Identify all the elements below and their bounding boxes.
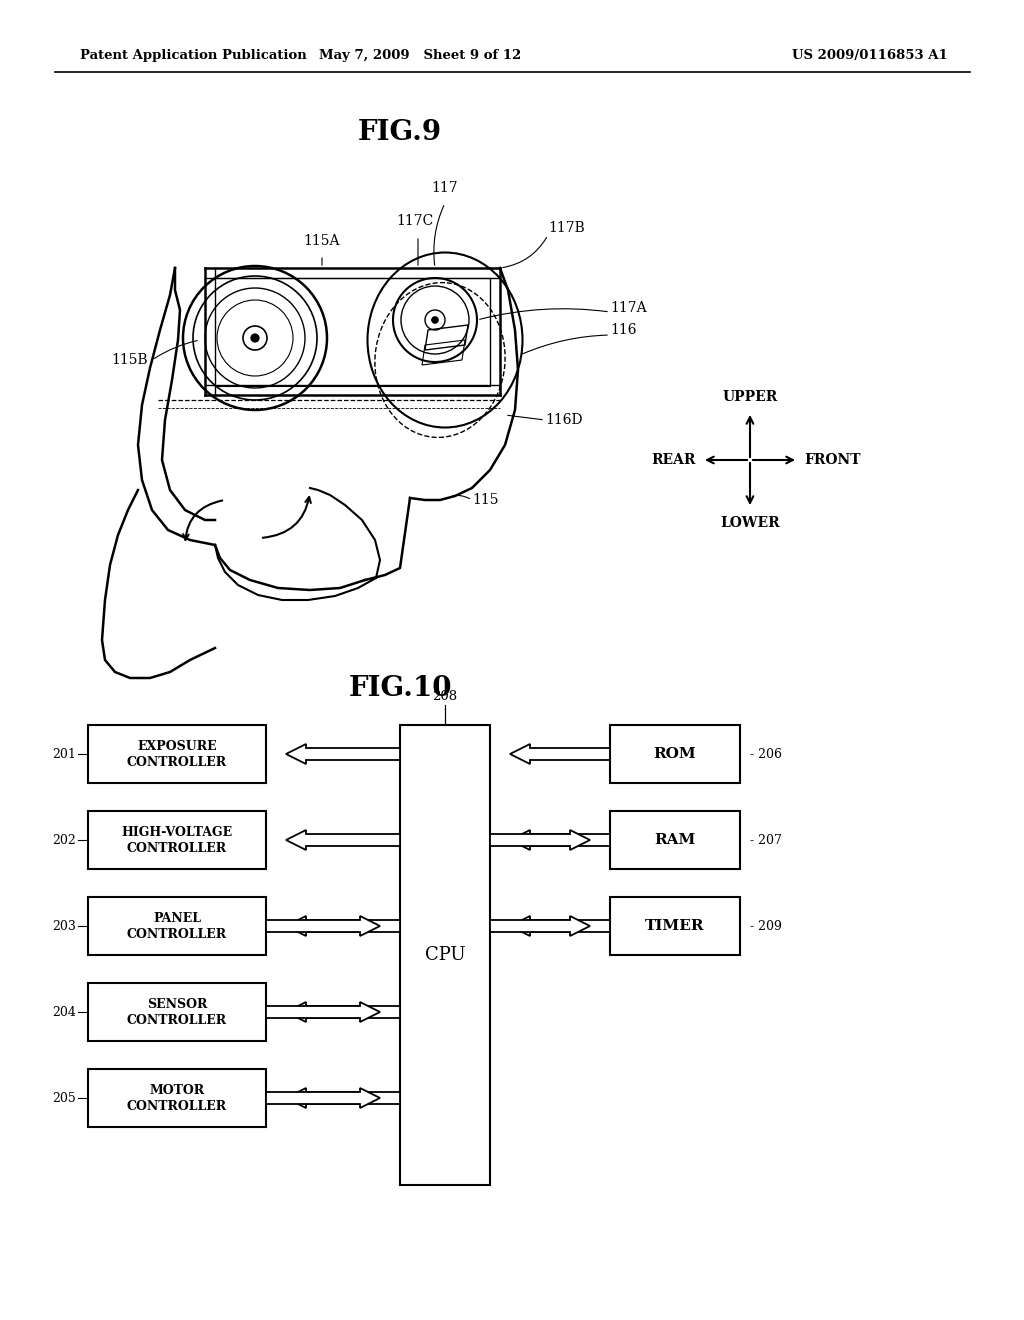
- Text: 208: 208: [432, 690, 458, 704]
- Bar: [88, 898, 266, 954]
- Text: 202: 202: [52, 833, 76, 846]
- Text: FRONT: FRONT: [804, 453, 860, 467]
- Text: 117: 117: [432, 181, 459, 195]
- Text: REAR: REAR: [651, 453, 696, 467]
- Text: - 207: - 207: [750, 833, 782, 846]
- Text: UPPER: UPPER: [722, 389, 777, 404]
- FancyArrow shape: [266, 1088, 380, 1107]
- Circle shape: [432, 317, 438, 323]
- Text: CPU: CPU: [425, 946, 465, 964]
- Text: EXPOSURE
CONTROLLER: EXPOSURE CONTROLLER: [127, 739, 227, 768]
- Text: ROM: ROM: [653, 747, 696, 762]
- Text: 203: 203: [52, 920, 76, 932]
- Bar: [610, 898, 740, 954]
- Text: - 209: - 209: [750, 920, 782, 932]
- Text: LOWER: LOWER: [720, 516, 780, 531]
- Text: SENSOR
CONTROLLER: SENSOR CONTROLLER: [127, 998, 227, 1027]
- Text: - 206: - 206: [750, 747, 782, 760]
- Circle shape: [252, 334, 258, 342]
- Text: FIG.10: FIG.10: [348, 675, 452, 701]
- Text: 115A: 115A: [304, 234, 340, 248]
- Text: 116: 116: [610, 323, 637, 337]
- FancyArrow shape: [490, 830, 590, 850]
- Text: HIGH-VOLTAGE
CONTROLLER: HIGH-VOLTAGE CONTROLLER: [122, 825, 232, 854]
- FancyArrow shape: [266, 1002, 380, 1022]
- Text: US 2009/0116853 A1: US 2009/0116853 A1: [793, 49, 948, 62]
- Text: TIMER: TIMER: [645, 919, 705, 933]
- Text: 116D: 116D: [545, 413, 583, 426]
- Text: RAM: RAM: [654, 833, 695, 847]
- Text: May 7, 2009   Sheet 9 of 12: May 7, 2009 Sheet 9 of 12: [318, 49, 521, 62]
- Bar: [88, 983, 266, 1041]
- FancyArrow shape: [510, 830, 610, 850]
- Text: PANEL
CONTROLLER: PANEL CONTROLLER: [127, 912, 227, 940]
- Text: Patent Application Publication: Patent Application Publication: [80, 49, 307, 62]
- FancyArrow shape: [510, 916, 610, 936]
- Text: 117A: 117A: [610, 301, 646, 315]
- Text: FIG.9: FIG.9: [358, 119, 442, 145]
- Bar: [610, 810, 740, 869]
- Text: 117B: 117B: [548, 220, 585, 235]
- FancyArrow shape: [286, 1088, 400, 1107]
- Bar: [400, 725, 490, 1185]
- Text: 117C: 117C: [396, 214, 433, 228]
- Bar: [88, 1069, 266, 1127]
- Text: 115B: 115B: [112, 352, 148, 367]
- Text: 205: 205: [52, 1092, 76, 1105]
- Text: 201: 201: [52, 747, 76, 760]
- FancyArrow shape: [286, 1002, 400, 1022]
- Text: 115: 115: [472, 492, 499, 507]
- FancyArrow shape: [286, 830, 400, 850]
- FancyArrow shape: [490, 916, 590, 936]
- Bar: [88, 810, 266, 869]
- Text: MOTOR
CONTROLLER: MOTOR CONTROLLER: [127, 1084, 227, 1113]
- Text: 204: 204: [52, 1006, 76, 1019]
- FancyArrow shape: [286, 916, 400, 936]
- FancyArrow shape: [510, 744, 610, 764]
- Bar: [610, 725, 740, 783]
- FancyArrow shape: [266, 916, 380, 936]
- Bar: [88, 725, 266, 783]
- FancyArrow shape: [286, 744, 400, 764]
